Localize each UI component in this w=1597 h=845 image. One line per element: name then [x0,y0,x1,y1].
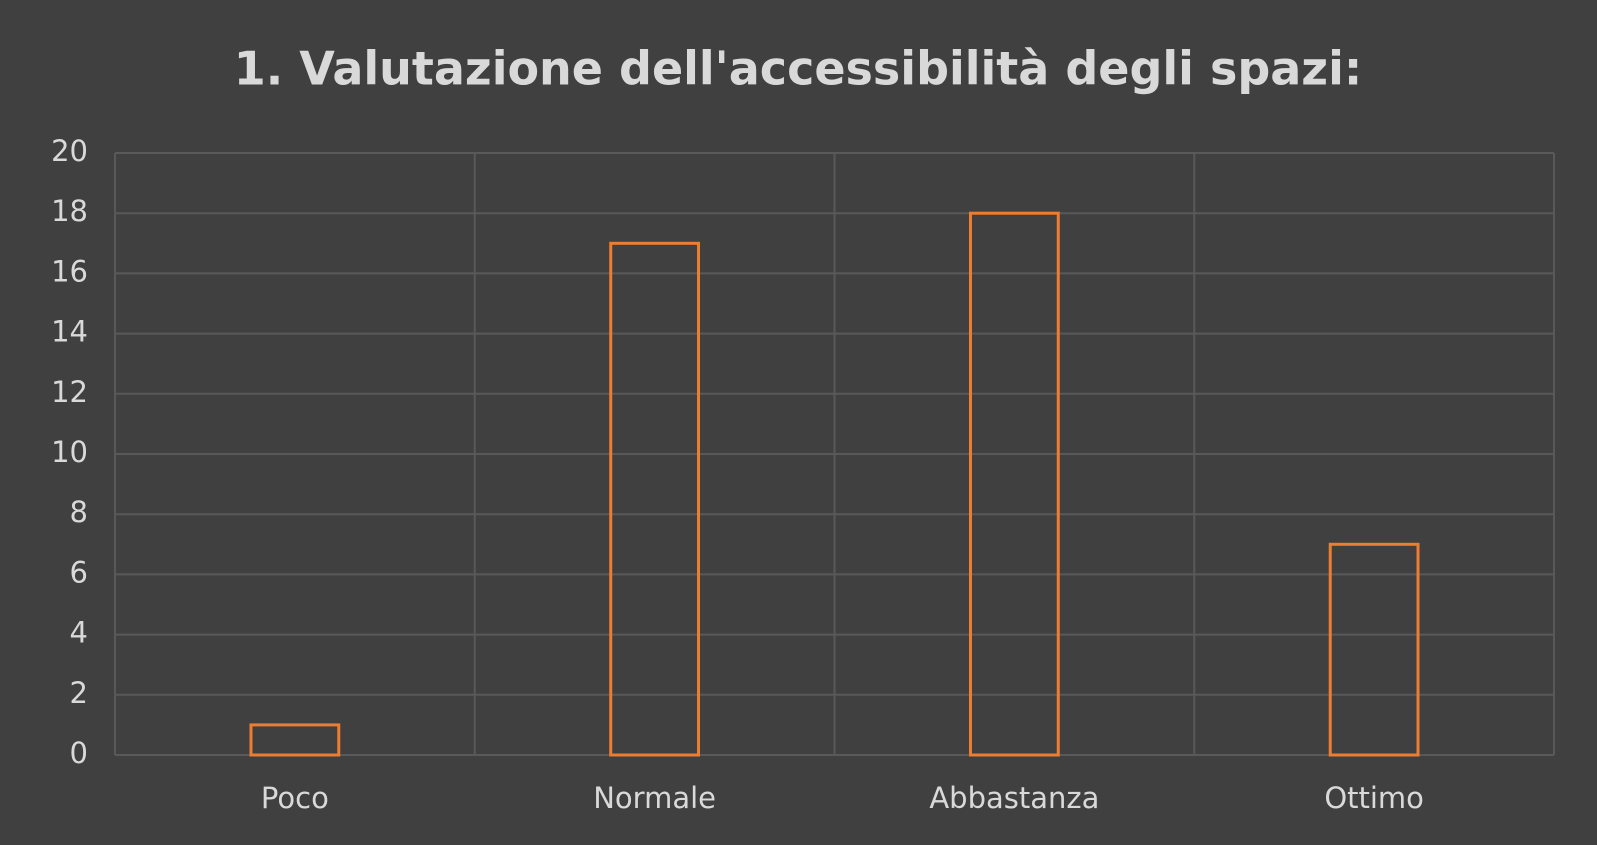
y-tick-label: 14 [51,315,88,349]
x-tick-label: Poco [261,781,329,815]
x-tick-label: Ottimo [1324,781,1424,815]
bar [968,211,1060,757]
y-tick-label: 18 [51,194,88,228]
bar [249,723,341,757]
bar [1328,542,1420,757]
bar [609,241,701,757]
y-tick-label: 12 [51,375,88,409]
chart-title: 1. Valutazione dell'accessibilità degli … [234,42,1362,96]
y-tick-label: 0 [70,736,88,770]
y-tick-label: 8 [70,495,88,529]
y-tick-label: 2 [70,676,88,710]
y-tick-label: 16 [51,254,88,288]
y-tick-label: 4 [70,616,88,650]
x-tick-label: Abbastanza [929,781,1099,815]
y-tick-label: 20 [51,134,88,168]
y-tick-label: 10 [51,435,88,469]
x-tick-label: Normale [593,781,716,815]
y-tick-label: 6 [70,555,88,589]
